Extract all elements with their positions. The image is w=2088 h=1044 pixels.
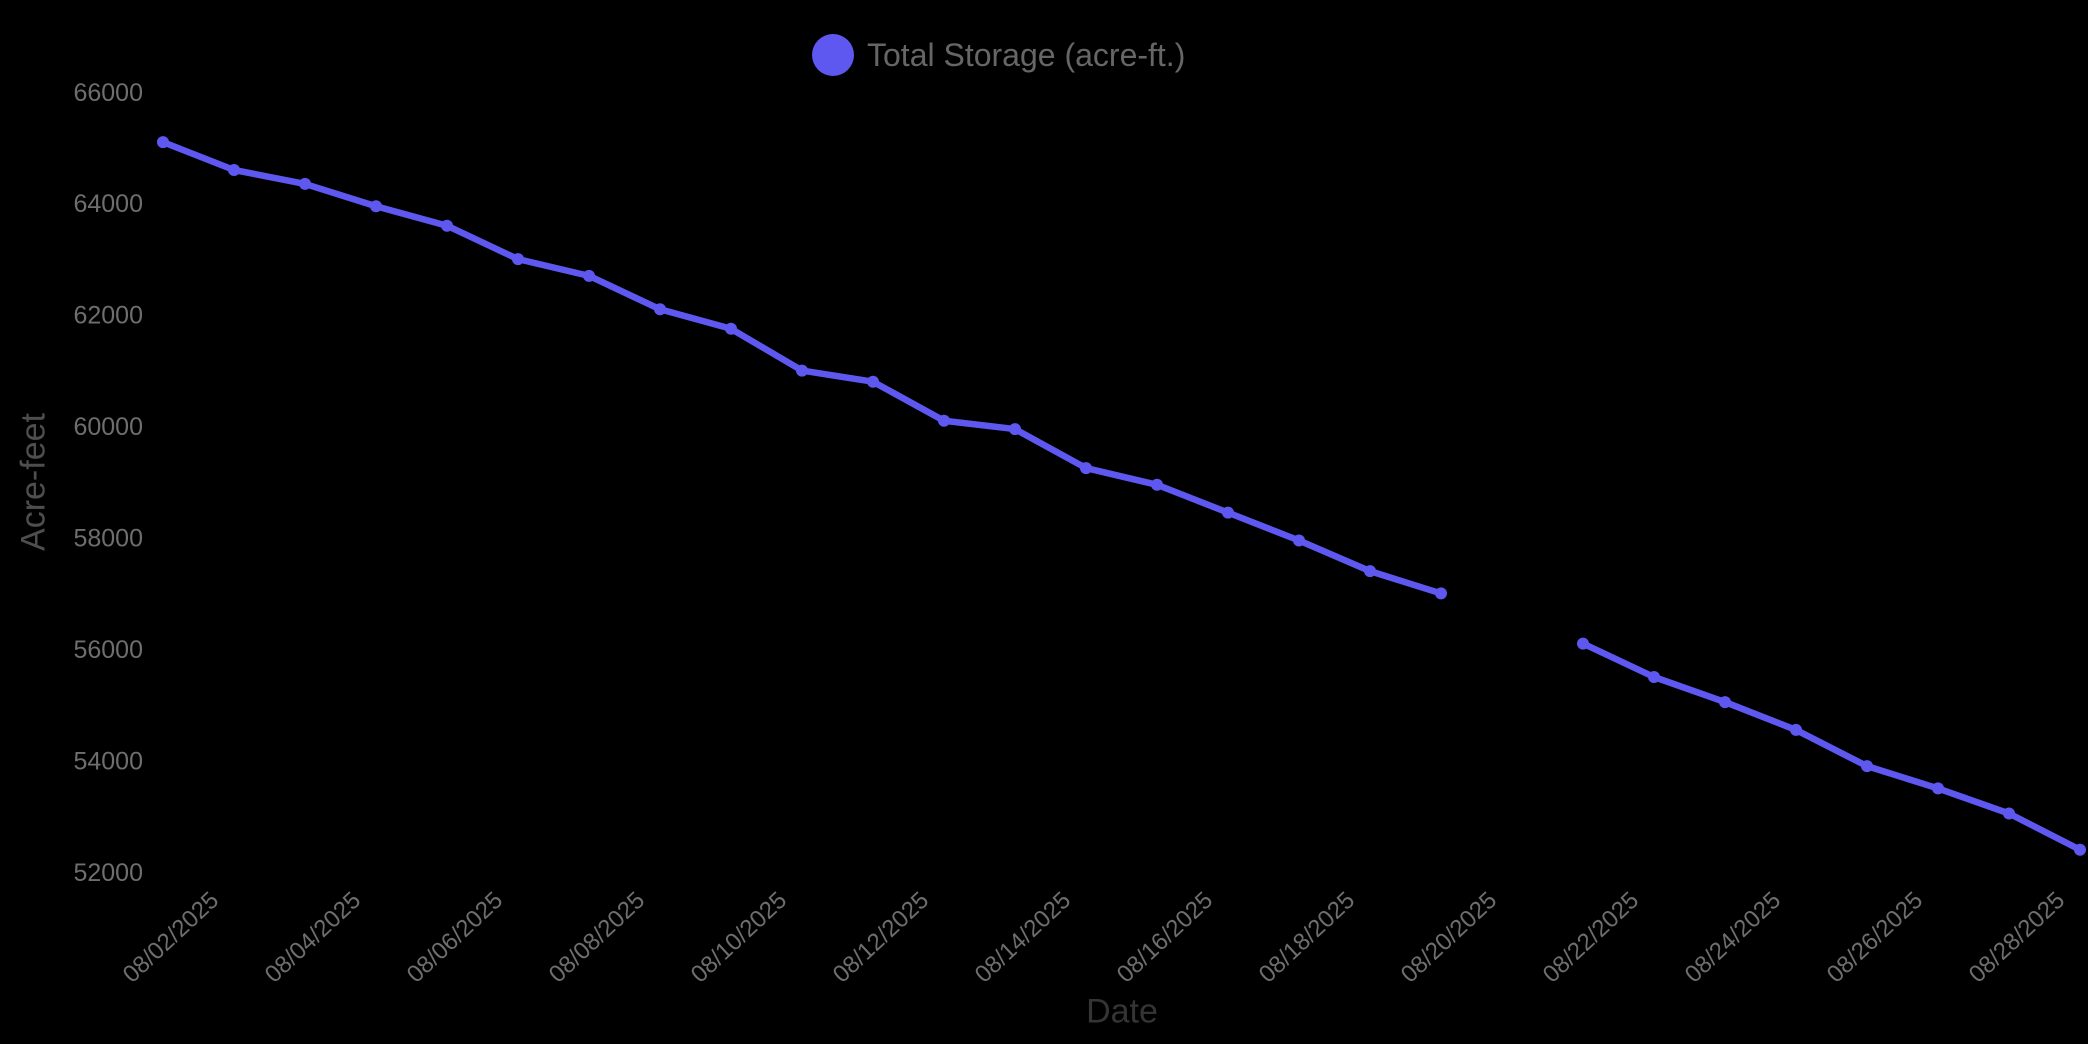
- x-tick-label: 08/06/2025: [402, 887, 508, 989]
- data-point[interactable]: [1861, 760, 1873, 773]
- y-tick-label: 60000: [73, 413, 143, 441]
- data-point[interactable]: [725, 322, 737, 335]
- data-point[interactable]: [1577, 637, 1589, 650]
- storage-line: [1579, 640, 2084, 853]
- y-tick-label: 58000: [73, 524, 143, 552]
- data-point[interactable]: [512, 253, 524, 266]
- data-point[interactable]: [867, 375, 879, 388]
- data-point[interactable]: [938, 414, 950, 427]
- data-point[interactable]: [796, 364, 808, 377]
- data-point[interactable]: [370, 200, 382, 213]
- data-point[interactable]: [1364, 565, 1376, 578]
- legend-label: Total Storage (acre-ft.): [867, 37, 1186, 73]
- legend-marker-icon: [812, 34, 854, 76]
- y-tick-label: 56000: [73, 636, 143, 664]
- data-point[interactable]: [2003, 807, 2015, 820]
- data-point[interactable]: [1932, 782, 1944, 795]
- data-point[interactable]: [228, 164, 240, 176]
- x-tick-label: 08/04/2025: [260, 887, 366, 989]
- data-point[interactable]: [299, 177, 311, 190]
- data-point[interactable]: [1151, 478, 1163, 491]
- x-tick-label: 08/22/2025: [1538, 887, 1644, 989]
- x-tick-label: 08/16/2025: [1112, 887, 1218, 989]
- x-tick-label: 08/08/2025: [544, 887, 650, 989]
- data-point[interactable]: [583, 269, 595, 282]
- y-axis-title: Acre-feet: [14, 413, 53, 551]
- data-point[interactable]: [1080, 462, 1092, 475]
- data-point[interactable]: [157, 136, 169, 149]
- data-point[interactable]: [2074, 843, 2086, 856]
- y-tick-label: 64000: [73, 190, 143, 218]
- data-point[interactable]: [1719, 696, 1731, 709]
- x-tick-label: 08/02/2025: [118, 887, 224, 989]
- data-point[interactable]: [1648, 671, 1660, 683]
- y-tick-label: 66000: [73, 79, 143, 107]
- x-tick-label: 08/14/2025: [970, 887, 1076, 989]
- x-tick-label: 08/28/2025: [1964, 887, 2070, 989]
- x-tick-label: 08/20/2025: [1396, 887, 1502, 989]
- data-point[interactable]: [441, 219, 453, 232]
- legend[interactable]: Total Storage (acre-ft.): [812, 34, 1185, 76]
- y-tick-label: 54000: [73, 747, 143, 775]
- y-tick-label: 52000: [73, 859, 143, 887]
- x-axis-title: Date: [1086, 992, 1158, 1031]
- data-point[interactable]: [654, 303, 666, 316]
- x-tick-label: 08/12/2025: [828, 887, 934, 989]
- data-point[interactable]: [1435, 587, 1447, 600]
- x-tick-label: 08/26/2025: [1822, 887, 1928, 989]
- data-point[interactable]: [1009, 423, 1021, 436]
- x-tick-label: 08/24/2025: [1680, 887, 1786, 989]
- data-point[interactable]: [1790, 723, 1802, 736]
- data-point[interactable]: [1293, 534, 1305, 547]
- y-tick-label: 62000: [73, 302, 143, 330]
- x-tick-label: 08/18/2025: [1254, 887, 1360, 989]
- data-point[interactable]: [1222, 506, 1234, 519]
- x-tick-label: 08/10/2025: [686, 887, 792, 989]
